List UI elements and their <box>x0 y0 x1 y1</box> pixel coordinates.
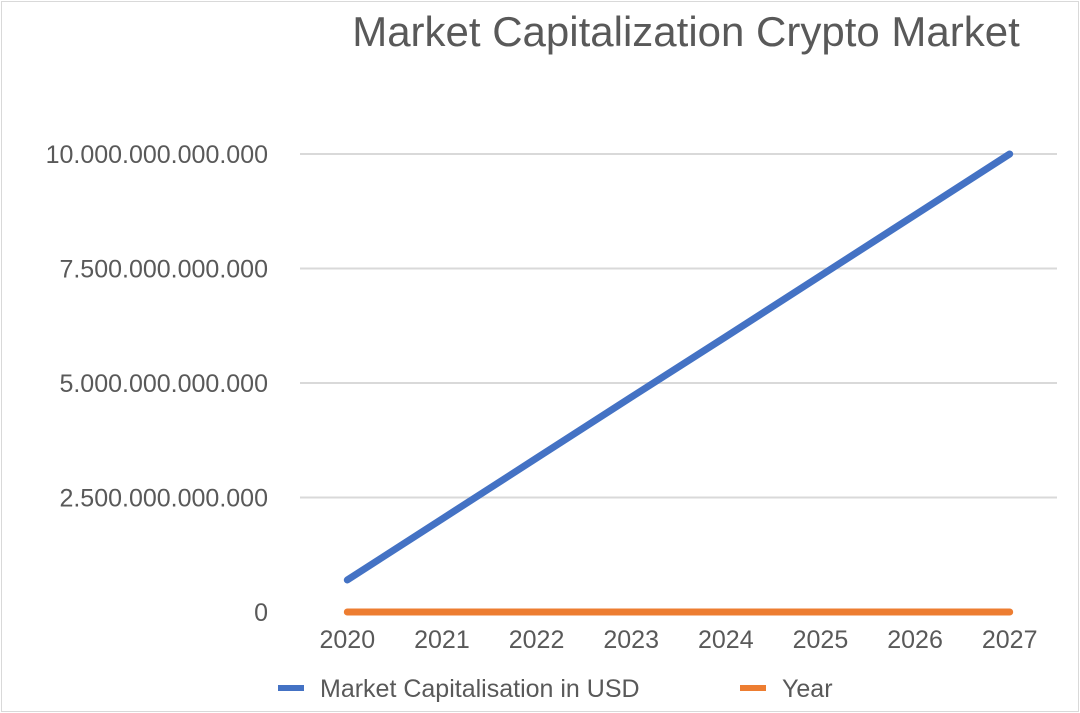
x-tick-label: 2022 <box>509 626 565 654</box>
x-tick-label: 2025 <box>793 626 849 654</box>
y-axis-tick-labels: 0 2.500.000.000.000 5.000.000.000.000 7.500… <box>46 141 268 627</box>
y-tick-label: 7.500.000.000.000 <box>59 256 268 284</box>
x-tick-label: 2027 <box>982 626 1038 654</box>
y-tick-label: 5.000.000.000.000 <box>59 370 268 398</box>
x-tick-label: 2020 <box>320 626 376 654</box>
x-tick-label: 2023 <box>603 626 659 654</box>
series-line <box>343 150 1014 584</box>
legend: Market Capitalisation in USD Year <box>278 675 833 703</box>
y-tick-label: 2.500.000.000.000 <box>59 485 268 513</box>
x-tick-label: 2024 <box>698 626 754 654</box>
y-tick-label: 0 <box>254 599 268 627</box>
series-lines <box>343 150 1014 616</box>
x-tick-label: 2021 <box>414 626 470 654</box>
x-tick-label: 2026 <box>887 626 943 654</box>
legend-label: Year <box>782 675 833 703</box>
chart-title: Market Capitalization Crypto Market <box>352 8 1020 55</box>
legend-label: Market Capitalisation in USD <box>320 675 640 703</box>
gridlines <box>300 153 1057 499</box>
y-tick-label: 10.000.000.000.000 <box>46 141 268 169</box>
x-axis-tick-labels: 2020 2021 2022 2023 2024 2025 2026 2027 <box>320 626 1038 654</box>
